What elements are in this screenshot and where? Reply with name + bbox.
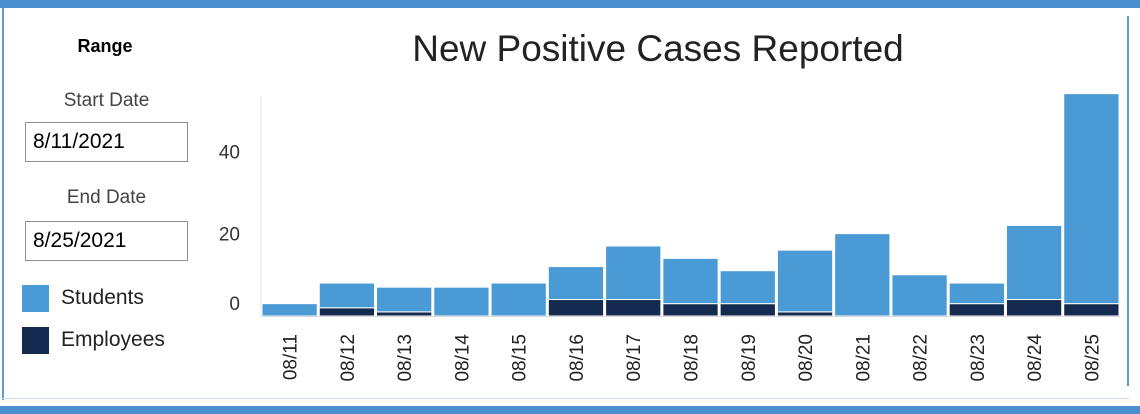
panel-border bbox=[2, 398, 1129, 399]
bar-students-08-18 bbox=[662, 257, 719, 305]
panel-border bbox=[1127, 16, 1129, 386]
x-tick-label: 08/18 bbox=[682, 334, 703, 382]
x-tick-label: 08/21 bbox=[853, 334, 874, 382]
x-tick-label: 08/22 bbox=[911, 334, 932, 382]
bar-students-08-13 bbox=[376, 286, 433, 313]
x-tick-label: 08/23 bbox=[968, 334, 989, 382]
bar-employees-08-25 bbox=[1063, 303, 1120, 317]
chart-title: New Positive Cases Reported bbox=[412, 28, 904, 69]
bar-students-08-19 bbox=[719, 270, 776, 305]
bar-students-08-24 bbox=[1005, 224, 1063, 301]
y-tick-label: 40 bbox=[219, 142, 240, 163]
range-title: Range bbox=[77, 36, 133, 56]
x-tick-label: 08/13 bbox=[395, 334, 416, 382]
legend-item-employees: Employees bbox=[22, 326, 165, 354]
legend-item-students: Students bbox=[22, 284, 144, 312]
legend-label-employees: Employees bbox=[61, 328, 165, 351]
end-date-input[interactable] bbox=[25, 221, 188, 261]
x-tick-label: 08/17 bbox=[624, 334, 645, 382]
bar-students-08-21 bbox=[834, 233, 891, 317]
x-tick-label: 08/24 bbox=[1025, 334, 1046, 382]
bar-employees-08-17 bbox=[605, 299, 662, 317]
x-tick-label: 08/11 bbox=[281, 334, 302, 380]
x-tick-label: 08/12 bbox=[338, 334, 359, 382]
bottom-panel-bar bbox=[0, 406, 1140, 414]
y-tick-label: 20 bbox=[219, 225, 240, 246]
x-tick-label: 08/15 bbox=[510, 334, 531, 382]
top-panel-bar bbox=[0, 0, 1140, 8]
start-date-input[interactable] bbox=[25, 122, 188, 162]
x-tick-label: 08/19 bbox=[739, 334, 760, 382]
bar-students-08-15 bbox=[490, 282, 547, 317]
bar-employees-08-23 bbox=[948, 303, 1005, 317]
legend-swatch-students bbox=[22, 284, 49, 312]
bar-students-08-16 bbox=[547, 266, 605, 301]
bar-students-08-22 bbox=[891, 274, 948, 317]
start-date-label: Start Date bbox=[63, 90, 150, 111]
bar-employees-08-18 bbox=[662, 303, 719, 317]
bar-students-08-17 bbox=[605, 245, 662, 301]
bar-employees-08-16 bbox=[547, 299, 605, 317]
x-tick-label: 08/20 bbox=[796, 334, 817, 382]
bar-employees-08-19 bbox=[719, 303, 776, 317]
bar-employees-08-24 bbox=[1005, 299, 1063, 317]
legend-swatch-employees bbox=[22, 326, 49, 354]
bar-employees-08-20 bbox=[776, 311, 834, 317]
legend-label-students: Students bbox=[61, 286, 144, 309]
x-tick-label: 08/14 bbox=[452, 334, 473, 382]
x-tick-label: 08/16 bbox=[567, 334, 588, 382]
bar-students-08-12 bbox=[318, 282, 376, 309]
end-date-label: End Date bbox=[66, 187, 147, 208]
bar-students-08-23 bbox=[948, 282, 1005, 305]
panel-border bbox=[2, 8, 4, 400]
bar-students-08-11 bbox=[261, 303, 318, 317]
bar-employees-08-12 bbox=[318, 307, 376, 317]
bar-students-08-25 bbox=[1063, 93, 1120, 305]
bar-students-08-20 bbox=[776, 249, 834, 313]
x-tick-label: 08/25 bbox=[1082, 334, 1103, 382]
bar-students-08-14 bbox=[433, 286, 490, 317]
bar-employees-08-13 bbox=[376, 311, 433, 317]
y-tick-label: 0 bbox=[229, 294, 240, 315]
